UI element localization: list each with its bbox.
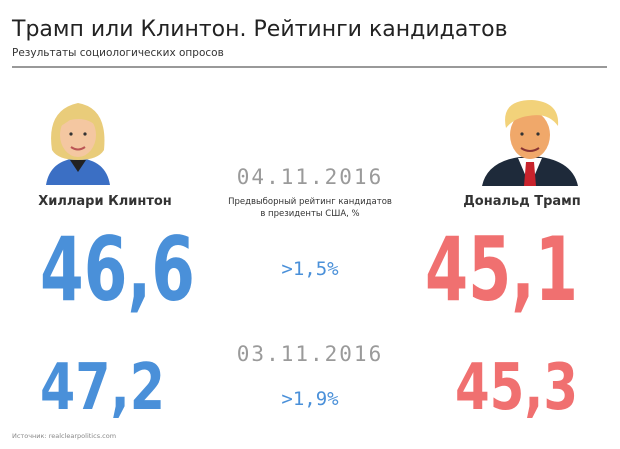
source: Источник: realclearpolitics.com [12, 432, 116, 440]
candidate-name: Дональд Трамп [463, 194, 581, 209]
title: Трамп или Клинтон. Рейтинги кандидатов [11, 17, 508, 42]
trump-rating: 45,3 [455, 351, 578, 425]
clinton-rating: 46,6 [40, 218, 195, 321]
trump-rating: 45,1 [425, 218, 578, 321]
lead: >1,5% [281, 258, 339, 280]
trump-portrait [482, 100, 578, 186]
clinton-rating: 47,2 [40, 351, 165, 425]
caption: Предвыборный рейтинг кандидатов [228, 197, 392, 207]
poll-date: 03.11.2016 [237, 342, 383, 366]
caption: в президенты США, % [260, 209, 359, 219]
poll-date: 04.11.2016 [237, 165, 383, 189]
lead: >1,9% [281, 388, 339, 410]
subtitle: Результаты социологических опросов [12, 47, 224, 59]
clinton-portrait [46, 103, 110, 185]
candidate-name: Хиллари Клинтон [38, 194, 172, 209]
